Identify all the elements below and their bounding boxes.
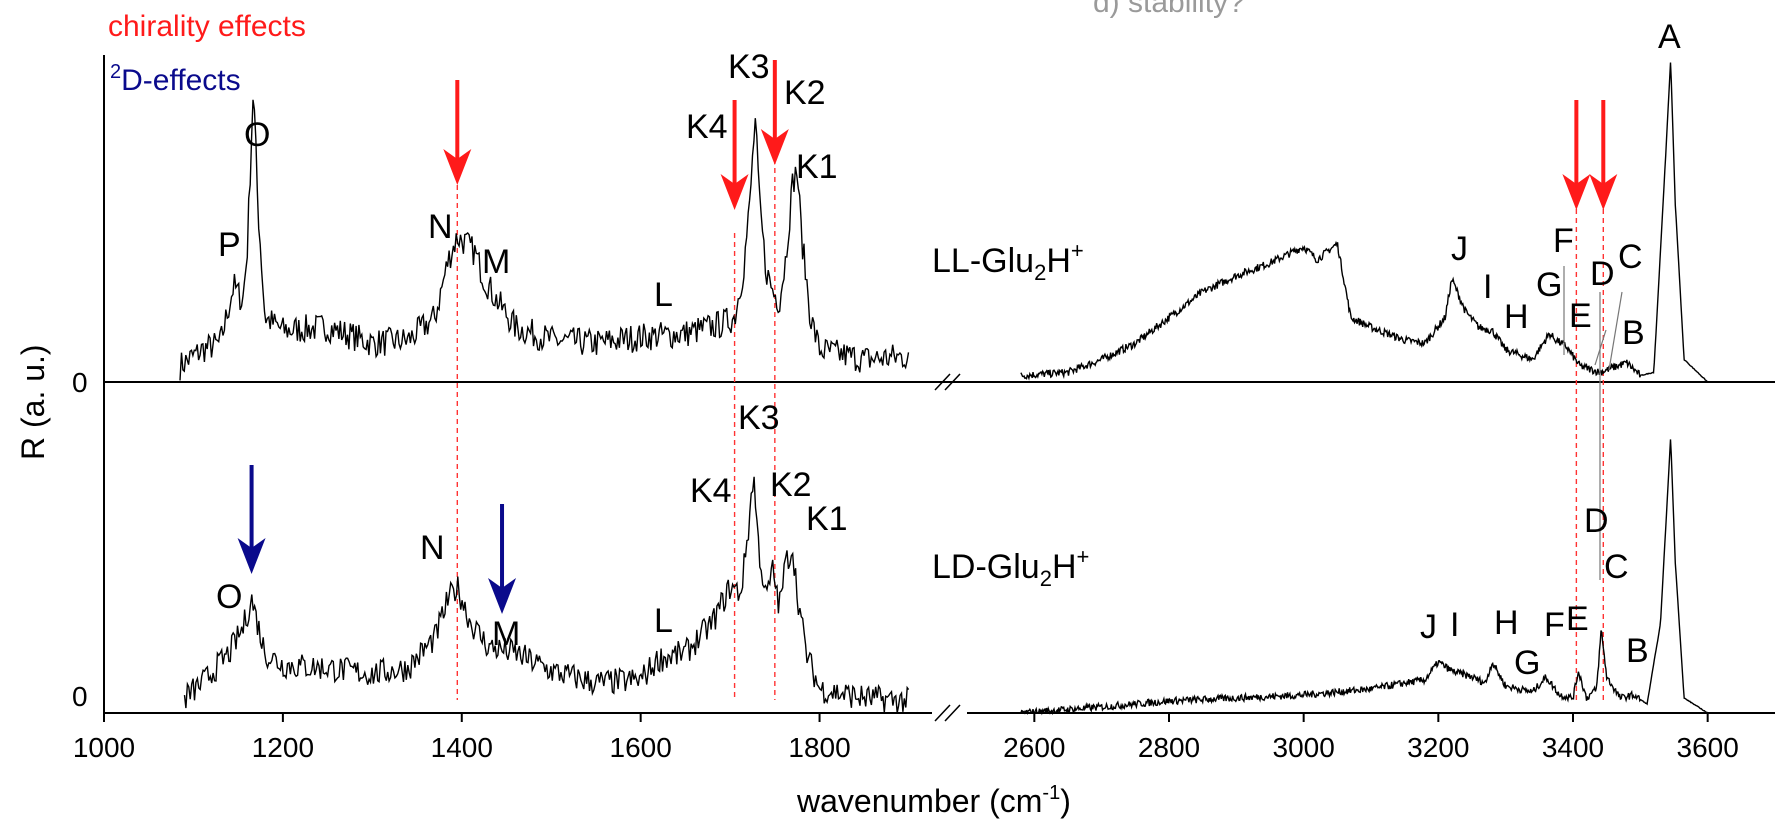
faint-heading: d) stability? [1093, 0, 1245, 19]
series-label-ld-sup: + [1077, 544, 1090, 569]
break-mark-bottom-1 [934, 704, 951, 722]
peak-label: M [482, 243, 510, 281]
arrows [237, 60, 1618, 614]
dashed-markers [456, 150, 1605, 700]
peak-label: J [1451, 230, 1468, 268]
legend-deuteration-sup: 2 [110, 61, 121, 83]
peak-label: K3 [728, 48, 770, 86]
peak-label: K2 [784, 74, 826, 112]
peak-label: D [1590, 255, 1615, 293]
peak-label: G [1536, 266, 1562, 304]
chirality-arrow-head [443, 149, 472, 185]
axis-break-marks [934, 373, 961, 722]
peak-label: H [1494, 604, 1519, 642]
legend-deuteration-text: D-effects [121, 64, 241, 97]
peak-label: F [1553, 222, 1574, 260]
x-tick-label: 3400 [1542, 732, 1604, 763]
peak-label: O [216, 578, 242, 616]
peak-labels-bottom: O N M L K4 K3 K2 K1 J I H G F E D C B [216, 399, 1649, 682]
series-label-ll-sup: + [1071, 238, 1084, 263]
connector-c [1608, 291, 1623, 371]
deuteration-arrow-head [488, 578, 517, 614]
peak-label: C [1618, 238, 1643, 276]
spectrum-line-ll-low-region [179, 99, 910, 381]
peak-label: F [1544, 606, 1565, 644]
series-label-ld-sub: 2 [1040, 566, 1052, 591]
peak-label: M [492, 615, 520, 653]
peak-label: K4 [690, 472, 732, 510]
peak-label: A [1658, 18, 1681, 56]
peak-label: E [1566, 600, 1589, 638]
zero-label-top: 0 [72, 367, 88, 398]
peak-label: K3 [738, 399, 780, 437]
x-ticks: 1000 1200 1400 1600 1800 2600 2800 3000 3200 3400… [73, 713, 1739, 763]
peak-label: I [1483, 268, 1492, 306]
spectrum-line-ld-high-region [1020, 439, 1709, 716]
peak-label: C [1604, 548, 1629, 586]
break-mark-top-2 [944, 373, 961, 391]
x-tick-label: 3200 [1407, 732, 1469, 763]
deuteration-arrow-head [237, 538, 266, 574]
x-tick-label: 1800 [788, 732, 850, 763]
spectra [179, 62, 1709, 716]
series-label-ll-end: H [1046, 242, 1071, 280]
connector-lines [1563, 266, 1623, 580]
series-label-ld-end: H [1052, 548, 1077, 586]
break-mark-bottom-2 [944, 704, 961, 722]
peak-label: N [428, 208, 453, 246]
series-label-ld: LD-Glu2H+ [932, 544, 1089, 591]
x-tick-label: 2800 [1138, 732, 1200, 763]
peak-label: N [420, 529, 445, 567]
peak-label: B [1626, 632, 1649, 670]
chirality-arrow-head [1562, 174, 1591, 210]
x-tick-label: 1400 [431, 732, 493, 763]
peak-label: J [1420, 608, 1437, 646]
peak-label: G [1514, 644, 1540, 682]
series-label-ll: LL-Glu2H+ [932, 238, 1084, 285]
chirality-arrow-head [760, 129, 789, 165]
x-tick-label: 1000 [73, 732, 135, 763]
peak-label: O [244, 116, 270, 154]
series-label-ld-name: LD-Glu [932, 548, 1040, 586]
x-axis-title-sup: -1 [1042, 782, 1060, 804]
peak-label: H [1504, 298, 1529, 336]
peak-label: I [1450, 606, 1459, 644]
axes [103, 55, 1775, 714]
legend-chirality: chirality effects [108, 10, 306, 43]
x-axis-title: wavenumber (cm-1) [796, 782, 1071, 819]
peak-label: B [1622, 314, 1645, 352]
zero-label-bottom: 0 [72, 681, 88, 712]
peak-label: D [1584, 502, 1609, 540]
y-axis-title: R (a. u.) [15, 344, 51, 460]
series-label-ll-name: LL-Glu [932, 242, 1034, 280]
peak-label: K2 [770, 466, 812, 504]
x-axis-title-close: ) [1060, 783, 1071, 819]
series-label-ll-sub: 2 [1034, 260, 1046, 285]
x-tick-label: 1200 [252, 732, 314, 763]
break-mark-top-1 [934, 373, 951, 391]
x-tick-label: 1600 [610, 732, 672, 763]
chirality-arrow-head [720, 174, 749, 210]
peak-labels-top: P O N M L K4 K3 K2 K1 J I H G F E D C B … [218, 18, 1681, 352]
x-tick-label: 2600 [1003, 732, 1065, 763]
spectrum-line-ll-high-region [1020, 62, 1709, 383]
peak-label: L [654, 602, 673, 640]
spectrum-line-ld-low-region [183, 476, 910, 714]
legend-deuteration: 2D-effects [110, 61, 241, 97]
chirality-arrow-head [1589, 174, 1618, 210]
x-tick-label: 3000 [1273, 732, 1335, 763]
peak-label: P [218, 226, 241, 264]
peak-label: K1 [806, 500, 848, 538]
peak-label: E [1569, 297, 1592, 335]
peak-label: K4 [686, 108, 728, 146]
peak-label: K1 [796, 148, 838, 186]
x-axis-title-main: wavenumber (cm [796, 783, 1042, 819]
peak-label: L [654, 276, 673, 314]
x-tick-label: 3600 [1677, 732, 1739, 763]
